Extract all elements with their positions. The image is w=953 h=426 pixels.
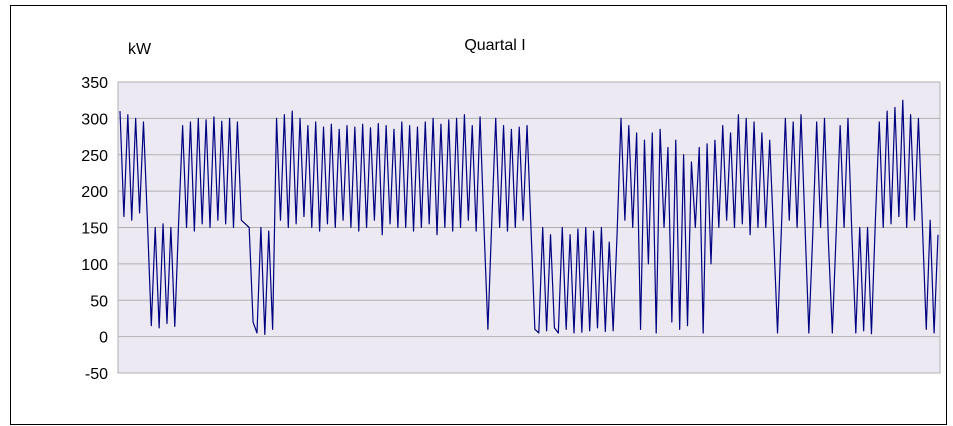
y-tick-label: 300 <box>81 111 108 128</box>
y-tick-label: 50 <box>90 293 108 310</box>
y-tick-label: 150 <box>81 221 108 238</box>
y-tick-label: 350 <box>81 75 108 92</box>
y-axis-unit-label: kW <box>128 41 152 58</box>
y-tick-label: 100 <box>81 257 108 274</box>
chart-title: Quartal I <box>464 37 525 54</box>
series-line-0 <box>119 99 939 336</box>
y-tick-label: 0 <box>99 330 108 347</box>
y-axis-tick-labels: 350 300 250 200 150 100 50 0 -50 <box>81 75 108 383</box>
chart-canvas: Quartal I kW 350 300 250 200 150 100 50 0 -50 <box>81 37 941 383</box>
series-layer <box>119 99 939 336</box>
chart-frame: Quartal I kW 350 300 250 200 150 100 50 0 -50 <box>10 5 947 425</box>
y-tick-label: 200 <box>81 184 108 201</box>
y-tick-label: 250 <box>81 148 108 165</box>
y-tick-label: -50 <box>85 366 108 383</box>
